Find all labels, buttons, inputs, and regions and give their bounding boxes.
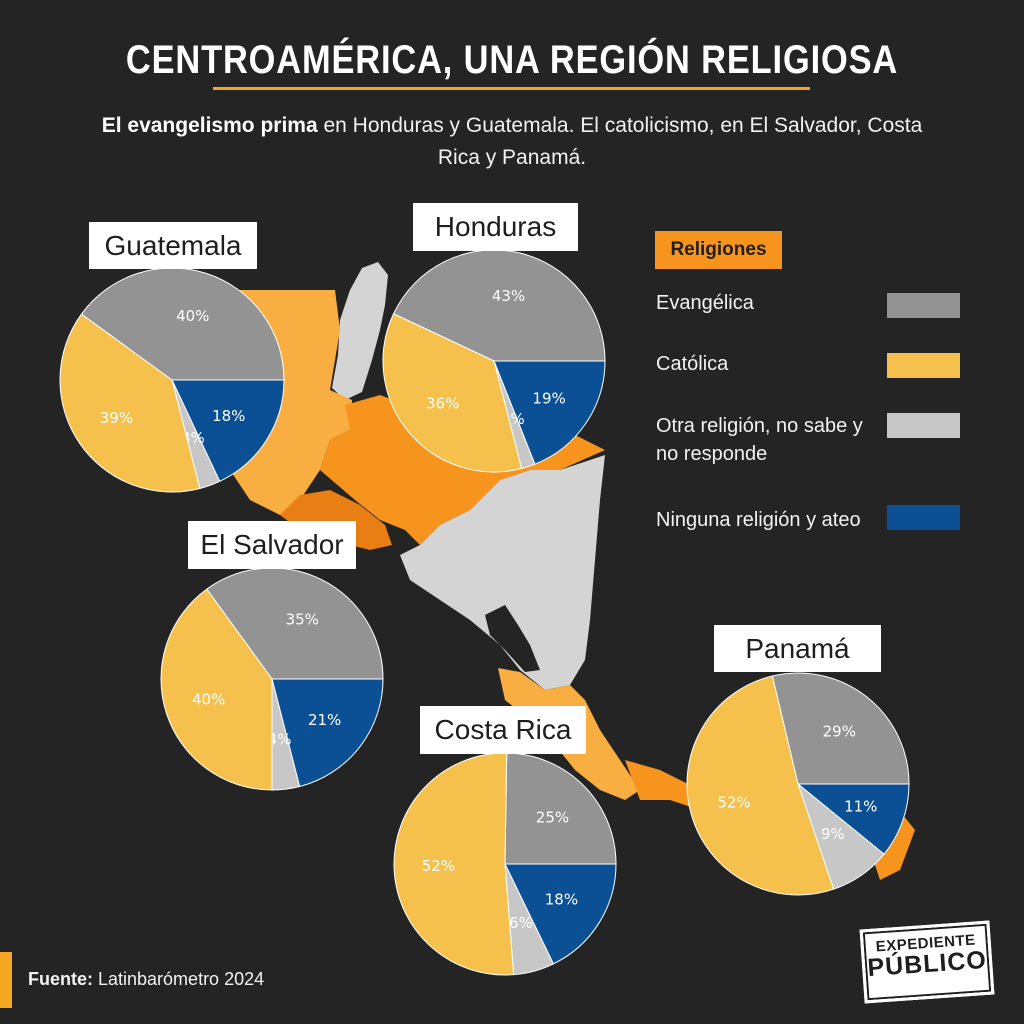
legend-label-ninguna: Ninguna religión y ateo	[656, 509, 861, 531]
legend-swatch-otra	[887, 413, 960, 438]
source-label: Fuente:	[28, 969, 93, 989]
source-accent-bar	[0, 952, 12, 1008]
pie-label-guatemala-evangelica: 40%	[176, 307, 209, 325]
pie-slice-costa-rica-evangelica	[504, 752, 617, 865]
pie-label-costa-rica-ninguna: 18%	[545, 890, 578, 908]
pie-slice-guatemala-evangelica	[80, 267, 285, 381]
pie-slice-costa-rica-catolica	[393, 752, 515, 976]
pie-slice-honduras-ninguna	[493, 360, 606, 465]
pie-label-el-salvador-ninguna: 21%	[308, 711, 341, 729]
map-belize	[332, 262, 388, 400]
pie-guatemala: 40%18%3%39%	[59, 267, 285, 493]
title-underline	[213, 87, 810, 90]
pie-slice-el-salvador-ninguna	[271, 678, 384, 788]
pie-slice-el-salvador-catolica	[160, 588, 273, 791]
pie-slice-honduras-catolica	[382, 313, 523, 473]
legend-label-otra: Otra religión, no sabe y no responde	[656, 415, 863, 465]
pie-label-panama-catolica: 52%	[717, 793, 750, 811]
label-honduras: Honduras	[413, 203, 578, 251]
pie-label-panama-ninguna: 11%	[844, 797, 877, 815]
source-note: Fuente: Latinbarómetro 2024	[28, 969, 264, 990]
pie-honduras: 43%19%2%36%	[382, 249, 606, 473]
source-value: Latinbarómetro 2024	[93, 969, 265, 989]
pie-slice-el-salvador-evangelica	[206, 567, 384, 680]
subtitle-rest: en Honduras y Guatemala. El catolicismo,…	[317, 114, 923, 169]
legend-title: Religiones	[655, 231, 782, 269]
pie-label-panama-otra: 9%	[821, 825, 845, 843]
label-panama: Panamá	[714, 625, 881, 672]
pie-slice-panama-catolica	[686, 675, 835, 896]
pie-label-costa-rica-evangelica: 25%	[536, 808, 569, 826]
legend-swatch-ninguna	[887, 505, 960, 530]
expediente-publico-logo: EXPEDIENTE PÚBLICO	[859, 920, 995, 1004]
pie-slice-panama-evangelica	[771, 672, 910, 785]
pie-slice-costa-rica-ninguna	[504, 863, 617, 965]
subtitle-bold: El evangelismo prima	[101, 114, 318, 137]
pie-label-el-salvador-catolica: 40%	[192, 691, 225, 709]
pie-slice-panama-ninguna	[796, 783, 910, 855]
pie-slice-guatemala-catolica	[59, 313, 201, 493]
pie-label-el-salvador-evangelica: 35%	[286, 611, 319, 629]
pie-slice-guatemala-ninguna	[171, 379, 285, 483]
label-costa-rica: Costa Rica	[420, 706, 586, 754]
pie-label-panama-evangelica: 29%	[823, 723, 856, 741]
legend-label-catolica: Católica	[656, 353, 729, 375]
pie-label-honduras-evangelica: 43%	[492, 287, 525, 305]
legend-swatch-evangelica	[887, 293, 960, 318]
pie-label-costa-rica-catolica: 52%	[422, 857, 455, 875]
page-title: CENTROAMÉRICA, UNA REGIÓN RELIGIOSA	[125, 38, 899, 82]
map-el-salvador	[280, 490, 392, 550]
pie-label-honduras-ninguna: 19%	[532, 389, 565, 407]
label-el-salvador: El Salvador	[188, 521, 356, 569]
map-lake-nicaragua	[485, 605, 540, 672]
pie-label-guatemala-ninguna: 18%	[212, 407, 245, 425]
pie-el-salvador: 35% 21% 4% 40%	[160, 567, 384, 791]
map-nicaragua	[400, 455, 605, 690]
legend-label-evangelica: Evangélica	[656, 292, 754, 314]
pie-label-guatemala-catolica: 39%	[100, 409, 133, 427]
pie-label-honduras-catolica: 36%	[426, 394, 459, 412]
legend-swatch-catolica	[887, 353, 960, 378]
pie-panama: 29% 11% 9% 52%	[686, 672, 910, 896]
pie-label-el-salvador-otra: 4%	[268, 731, 292, 749]
subtitle: El evangelismo prima en Honduras y Guate…	[100, 110, 924, 174]
pie-costa-rica: 25% 18% 6% 52%	[393, 752, 617, 976]
pie-slice-honduras-evangelica	[392, 249, 606, 362]
pie-label-costa-rica-otra: 6%	[509, 914, 533, 932]
label-guatemala: Guatemala	[89, 222, 257, 269]
